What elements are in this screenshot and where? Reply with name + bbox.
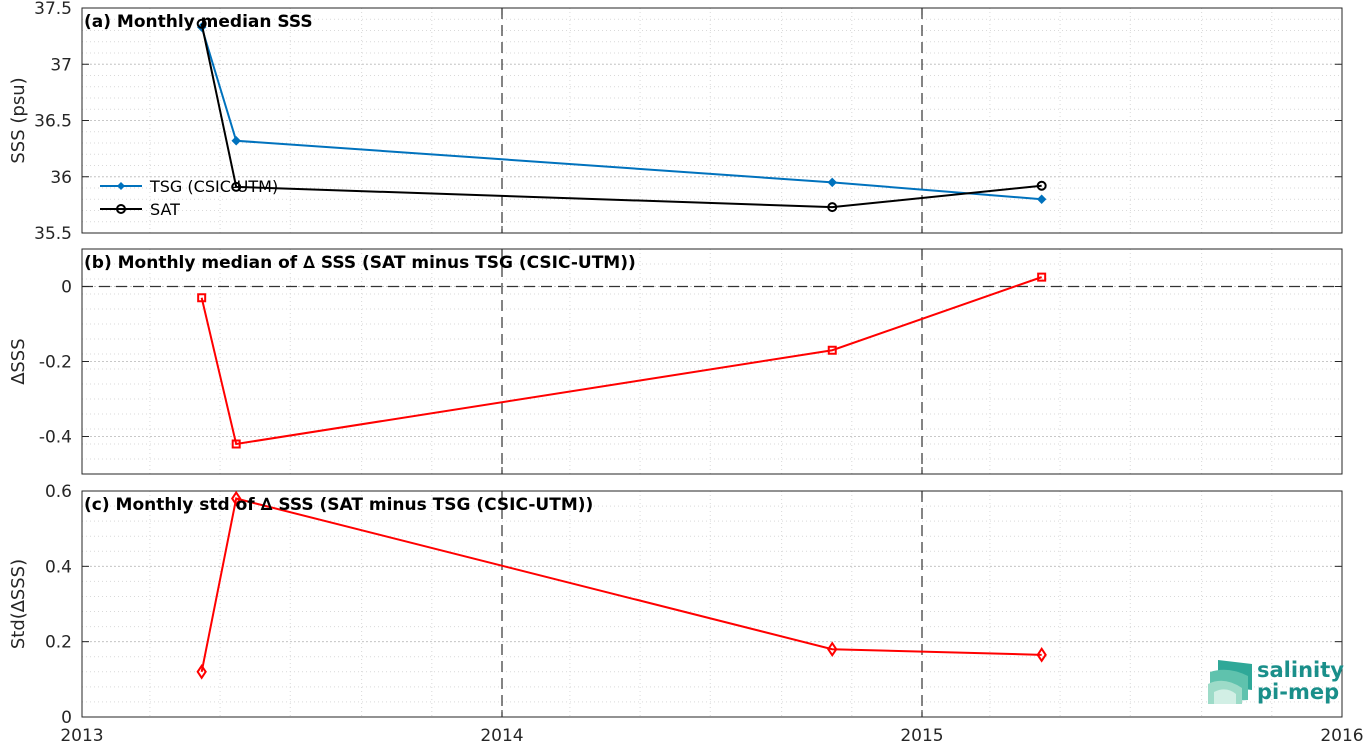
- series-line: [200, 276, 1043, 446]
- axes-box: [81, 490, 1343, 718]
- logo-line1: salinity: [1257, 658, 1344, 682]
- data-point: [1036, 647, 1047, 663]
- y-tick-label: 0.2: [45, 633, 72, 653]
- y-tick-label: 36: [50, 168, 72, 188]
- y-tick-label: 37.5: [34, 0, 72, 19]
- data-point: [827, 345, 837, 355]
- data-point: [1036, 180, 1047, 191]
- data-point: [827, 177, 837, 188]
- panel-c: 0 0.2 0.4 0.6 Std(∆SSS) (c) Monthly std of ∆ …: [8, 482, 1343, 728]
- y-tick-label: 0.4: [45, 557, 72, 577]
- panel-title: (a) Monthly median SSS: [84, 12, 313, 32]
- data-point: [827, 641, 838, 658]
- x-tick-label: 2014: [480, 726, 523, 745]
- data-point: [231, 439, 241, 449]
- y-tick-label: 0.6: [45, 482, 72, 502]
- series-line: [200, 23, 1042, 209]
- data-point: [231, 181, 242, 192]
- panel-title: (c) Monthly std of ∆ SSS (SAT minus TSG …: [84, 495, 593, 515]
- panel-b: -0.4 -0.2 0 ∆SSS (b) Monthly median of ∆ SSS…: [8, 248, 1343, 475]
- series-line: [200, 26, 1042, 201]
- legend-marker: [117, 182, 125, 190]
- y-tick-label: -0.2: [39, 353, 72, 373]
- x-tick-label: 2016: [1320, 726, 1363, 745]
- panel-title: (b) Monthly median of ∆ SSS (SAT minus T…: [84, 253, 636, 273]
- y-axis-label: SSS (psu): [8, 77, 29, 163]
- y-axis-label: ∆SSS: [8, 338, 29, 385]
- data-point: [197, 293, 207, 303]
- data-point: [1037, 272, 1047, 282]
- data-point: [196, 18, 207, 29]
- data-point: [827, 202, 838, 213]
- legend-marker: [116, 204, 126, 214]
- data-point: [1036, 194, 1047, 204]
- legend-label: SAT: [150, 200, 180, 219]
- panel-a: 35.5 36 36.5 37 37.5 SSS (psu) (a) Monthly med…: [8, 0, 1343, 244]
- salinity-pimep-logo: salinity pi-mep: [1208, 658, 1344, 704]
- logo-wave-icon: [1208, 660, 1252, 704]
- x-tick-label: 2015: [900, 726, 943, 745]
- legend: TSG (CSIC-UTM) SAT: [100, 177, 278, 219]
- x-tick-label: 2013: [60, 726, 103, 745]
- data-point: [231, 136, 241, 146]
- legend-label: TSG (CSIC-UTM): [149, 177, 278, 196]
- y-tick-label: 36.5: [34, 112, 72, 132]
- y-tick-label: 37: [50, 55, 72, 75]
- y-tick-label: 0: [61, 278, 72, 298]
- data-point: [230, 490, 242, 507]
- logo-line2: pi-mep: [1257, 680, 1339, 704]
- series-line: [200, 497, 1042, 672]
- y-tick-label: 0: [61, 708, 72, 728]
- y-axis-label: Std(∆SSS): [8, 559, 29, 649]
- data-point: [196, 663, 207, 680]
- y-tick-label: 35.5: [34, 224, 72, 244]
- y-tick-label: -0.4: [39, 428, 72, 448]
